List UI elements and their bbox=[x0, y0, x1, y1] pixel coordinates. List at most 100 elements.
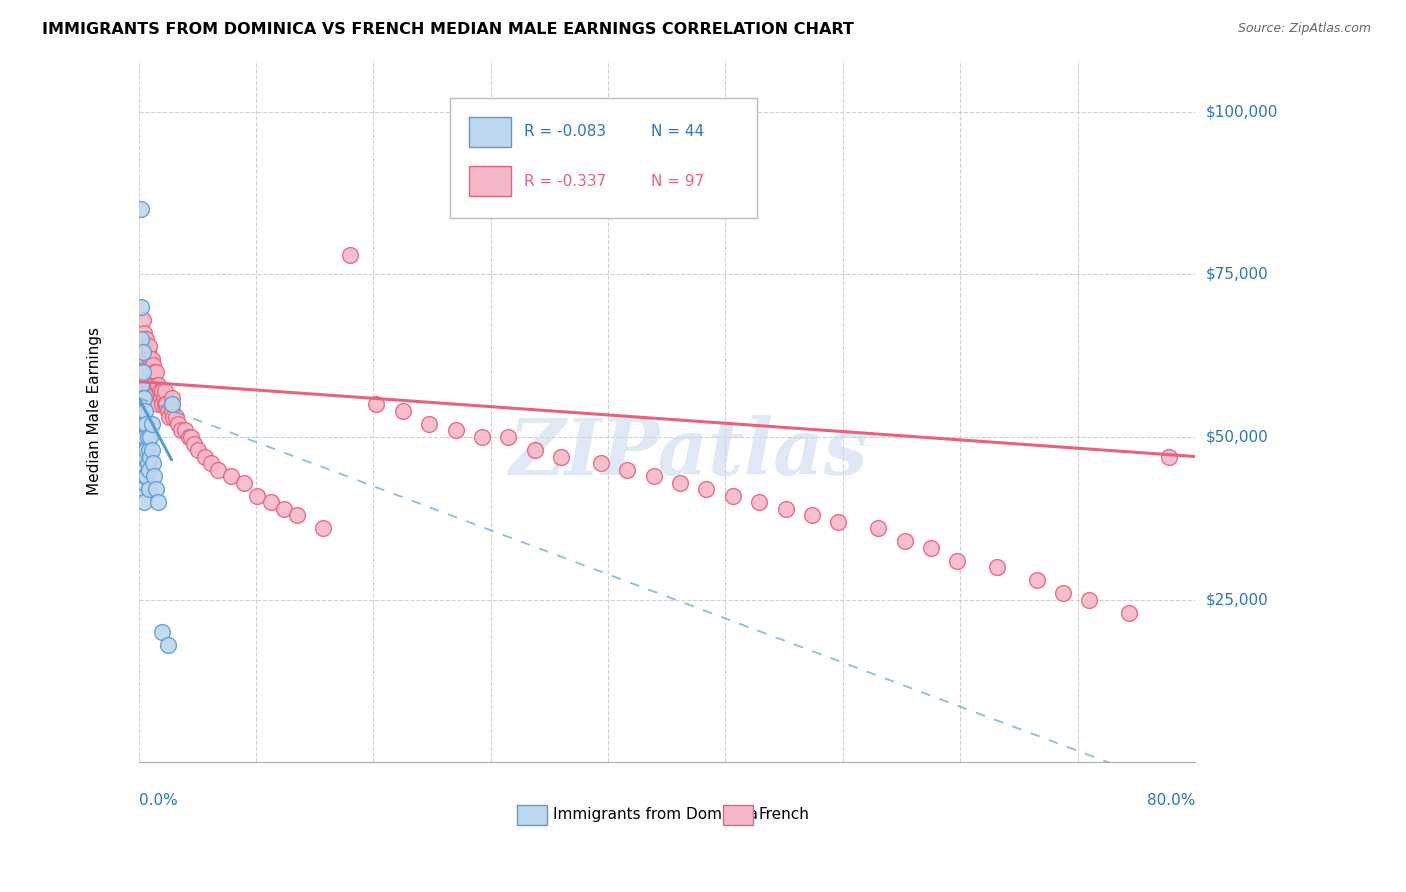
Text: R = -0.083: R = -0.083 bbox=[524, 125, 606, 139]
Point bbox=[138, 359, 160, 373]
Point bbox=[131, 462, 153, 476]
Point bbox=[131, 365, 153, 379]
Point bbox=[138, 462, 160, 476]
Point bbox=[748, 495, 770, 509]
Point bbox=[129, 378, 152, 392]
Point bbox=[183, 436, 205, 450]
Text: ZIPatlas: ZIPatlas bbox=[508, 415, 868, 491]
Point bbox=[131, 313, 153, 327]
Point bbox=[160, 397, 183, 411]
Point bbox=[132, 345, 155, 359]
FancyBboxPatch shape bbox=[470, 167, 512, 196]
Point bbox=[132, 391, 155, 405]
Point bbox=[156, 404, 179, 418]
Point bbox=[148, 397, 170, 411]
Point bbox=[135, 332, 157, 346]
Point bbox=[141, 351, 163, 366]
Point bbox=[259, 495, 281, 509]
Point bbox=[1025, 573, 1047, 587]
Point bbox=[160, 391, 183, 405]
Point bbox=[1118, 606, 1140, 620]
Point bbox=[150, 397, 173, 411]
Point bbox=[131, 345, 153, 359]
Point bbox=[136, 365, 159, 379]
Point bbox=[129, 332, 152, 346]
Point bbox=[498, 430, 520, 444]
Point bbox=[173, 424, 195, 438]
Point bbox=[148, 495, 170, 509]
Point bbox=[162, 410, 184, 425]
Point bbox=[150, 384, 173, 399]
Point bbox=[132, 417, 155, 431]
Point bbox=[145, 365, 167, 379]
Point bbox=[801, 508, 824, 522]
Point bbox=[180, 430, 202, 444]
Point bbox=[129, 202, 152, 217]
Point bbox=[920, 541, 942, 555]
Point bbox=[165, 410, 187, 425]
Point bbox=[160, 404, 183, 418]
FancyBboxPatch shape bbox=[450, 98, 756, 218]
Point bbox=[1157, 450, 1180, 464]
Point bbox=[128, 365, 150, 379]
Point bbox=[139, 430, 162, 444]
Point bbox=[136, 456, 159, 470]
Point bbox=[366, 397, 388, 411]
Point bbox=[444, 424, 467, 438]
Point bbox=[471, 430, 494, 444]
Point bbox=[138, 384, 160, 399]
Text: Immigrants from Dominica: Immigrants from Dominica bbox=[553, 807, 758, 822]
Point bbox=[177, 430, 200, 444]
Point bbox=[312, 521, 335, 535]
Point bbox=[200, 456, 222, 470]
Point bbox=[150, 391, 173, 405]
Point bbox=[143, 365, 166, 379]
Point bbox=[893, 534, 915, 549]
Text: 80.0%: 80.0% bbox=[1147, 793, 1195, 808]
Text: $75,000: $75,000 bbox=[1206, 267, 1268, 282]
Text: N = 44: N = 44 bbox=[651, 125, 704, 139]
Point bbox=[135, 351, 157, 366]
Point bbox=[134, 365, 156, 379]
Point bbox=[616, 462, 638, 476]
FancyBboxPatch shape bbox=[470, 117, 512, 147]
Point bbox=[135, 417, 157, 431]
Point bbox=[142, 378, 165, 392]
Point bbox=[139, 371, 162, 385]
Point bbox=[134, 384, 156, 399]
Point bbox=[132, 462, 155, 476]
Point bbox=[132, 475, 155, 490]
Text: $25,000: $25,000 bbox=[1206, 592, 1268, 607]
Point bbox=[167, 417, 190, 431]
Point bbox=[128, 430, 150, 444]
Point bbox=[142, 359, 165, 373]
Point bbox=[194, 450, 217, 464]
Text: $100,000: $100,000 bbox=[1206, 104, 1278, 120]
Point bbox=[643, 469, 665, 483]
Point bbox=[134, 404, 156, 418]
Point bbox=[146, 378, 169, 392]
Point bbox=[775, 501, 797, 516]
Point bbox=[131, 391, 153, 405]
Point bbox=[131, 482, 153, 496]
Text: French: French bbox=[759, 807, 810, 822]
Point bbox=[131, 410, 153, 425]
FancyBboxPatch shape bbox=[723, 805, 754, 825]
Point bbox=[142, 456, 165, 470]
Point bbox=[233, 475, 256, 490]
Point bbox=[145, 482, 167, 496]
Point bbox=[129, 300, 152, 314]
Point bbox=[207, 462, 229, 476]
Point bbox=[128, 397, 150, 411]
Point bbox=[155, 397, 177, 411]
Text: N = 97: N = 97 bbox=[651, 174, 704, 189]
Point bbox=[868, 521, 890, 535]
Point bbox=[136, 345, 159, 359]
Point bbox=[131, 339, 153, 353]
Point bbox=[143, 384, 166, 399]
Point bbox=[131, 365, 153, 379]
Point bbox=[134, 430, 156, 444]
Point bbox=[669, 475, 692, 490]
Point bbox=[273, 501, 295, 516]
Point bbox=[141, 384, 163, 399]
